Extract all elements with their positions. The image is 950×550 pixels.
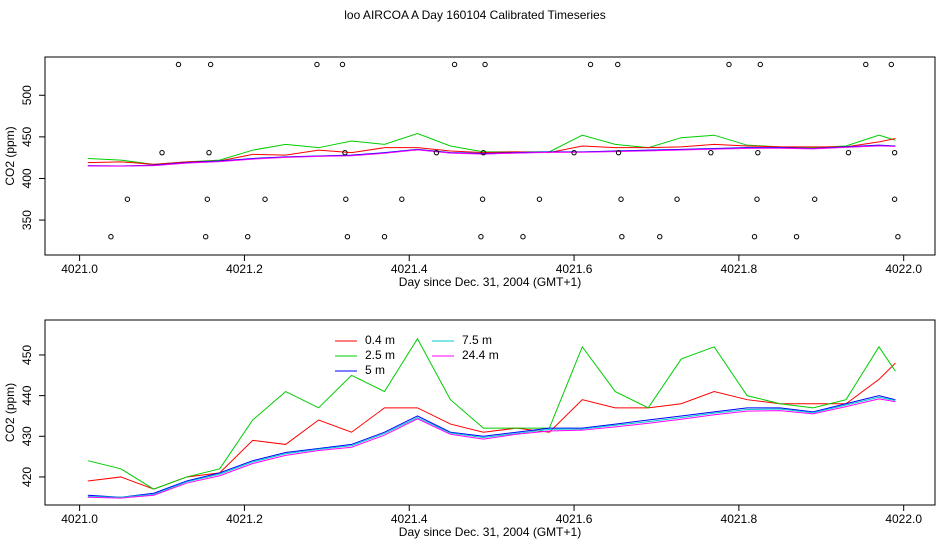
x-axis-label: Day since Dec. 31, 2004 (GMT+1) [399, 275, 581, 289]
point [793, 233, 800, 240]
x-tick-label: 4022.0 [885, 262, 922, 276]
point [845, 149, 852, 156]
point [451, 61, 458, 68]
point [863, 61, 869, 68]
point [751, 233, 758, 240]
x-tick-label: 4021.4 [391, 262, 428, 276]
y-tick-label: 450 [20, 127, 34, 147]
point [755, 149, 761, 156]
legend-label: 5 m [365, 363, 385, 377]
y-tick-label: 400 [20, 168, 34, 188]
x-axis-label: Day since Dec. 31, 2004 (GMT+1) [399, 525, 581, 539]
y-axis-label: CO2 (ppm) [3, 383, 17, 442]
legend-label: 0.4 m [365, 333, 395, 347]
series-line [87, 398, 896, 499]
point [314, 61, 320, 68]
point [615, 149, 622, 156]
point [344, 233, 351, 240]
point [811, 196, 818, 202]
legend-label: 24.4 m [462, 348, 499, 362]
point [202, 233, 209, 240]
point [433, 149, 440, 156]
point [124, 196, 131, 202]
point [480, 149, 487, 156]
point [754, 196, 760, 202]
series-line [87, 138, 896, 165]
x-tick-label: 4021.8 [721, 262, 758, 276]
legend-label: 2.5 m [365, 348, 395, 362]
x-tick-label: 4021.4 [391, 512, 428, 526]
point [262, 196, 268, 202]
point [891, 149, 898, 156]
chart-title: loo AIRCOA A Day 160104 Calibrated Times… [344, 8, 605, 22]
point [757, 61, 763, 68]
series-line [87, 133, 896, 165]
point [159, 149, 165, 156]
point [343, 196, 349, 202]
point [207, 61, 214, 68]
point [399, 196, 405, 202]
series-line [87, 362, 896, 490]
point [520, 233, 526, 240]
point [536, 196, 543, 202]
point [175, 61, 182, 68]
point [615, 61, 621, 68]
x-tick-label: 4021.2 [226, 512, 263, 526]
point [888, 61, 895, 68]
point [708, 149, 714, 156]
point [342, 149, 348, 156]
point [339, 61, 346, 68]
legend-label: 7.5 m [462, 333, 492, 347]
point [891, 196, 898, 202]
y-tick-label: 420 [20, 467, 34, 487]
point [895, 233, 901, 240]
plot-frame [44, 319, 936, 506]
series-line [87, 395, 896, 498]
y-tick-label: 450 [20, 345, 34, 365]
y-tick-label: 350 [20, 210, 34, 230]
x-tick-label: 4021.8 [721, 512, 758, 526]
point [674, 196, 680, 202]
point [204, 196, 211, 202]
plot-frame [44, 56, 936, 256]
x-tick-label: 4021.0 [61, 262, 98, 276]
point [657, 233, 663, 240]
y-tick-label: 430 [20, 426, 34, 446]
point [587, 61, 594, 68]
x-tick-label: 4022.0 [885, 512, 922, 526]
point [478, 233, 484, 240]
point [482, 61, 488, 68]
point [381, 233, 388, 240]
point [479, 196, 486, 202]
y-axis-label: CO2 (ppm) [3, 126, 17, 185]
x-tick-label: 4021.6 [556, 512, 593, 526]
x-tick-label: 4021.6 [556, 262, 593, 276]
point [619, 233, 625, 240]
series-line [87, 337, 896, 490]
point [571, 149, 577, 156]
point [206, 149, 212, 156]
x-tick-label: 4021.2 [226, 262, 263, 276]
series-line [87, 396, 896, 498]
point [726, 61, 732, 68]
point [245, 233, 251, 240]
point [618, 196, 624, 202]
y-tick-label: 500 [20, 85, 34, 105]
x-tick-label: 4021.0 [61, 512, 98, 526]
series-line [87, 145, 896, 167]
y-tick-label: 440 [20, 385, 34, 405]
point [108, 233, 114, 240]
